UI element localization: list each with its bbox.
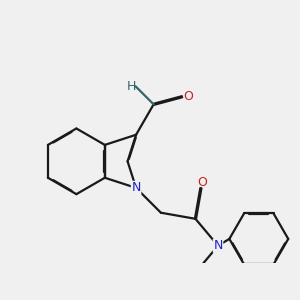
Text: N: N: [131, 182, 141, 194]
Text: O: O: [197, 176, 207, 189]
Text: O: O: [183, 90, 193, 103]
Text: N: N: [213, 239, 223, 252]
Text: H: H: [127, 80, 136, 93]
